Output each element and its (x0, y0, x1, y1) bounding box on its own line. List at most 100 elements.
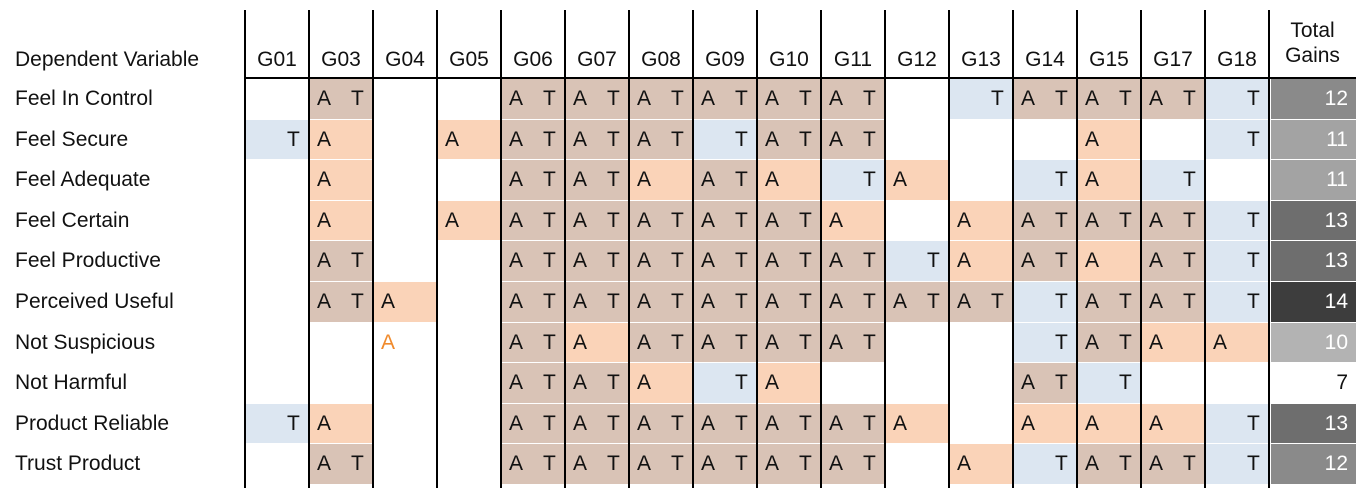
cell-g07 (565, 241, 629, 281)
cell-g05 (437, 323, 501, 363)
code-a: A (637, 452, 652, 476)
code-t: T (1055, 330, 1068, 354)
total-value: 10 (1324, 330, 1348, 354)
code-a: A (765, 411, 780, 435)
total-value: 12 (1324, 452, 1348, 476)
code-t: T (607, 411, 620, 435)
code-t: T (671, 208, 684, 232)
column-divider (1140, 10, 1142, 488)
cell-g12 (885, 403, 949, 444)
cell-g13 (949, 241, 1013, 281)
code-t: T (607, 452, 620, 476)
row-label: Product Reliable (15, 411, 170, 435)
code-a: A (445, 208, 460, 232)
cell-g04 (373, 120, 437, 160)
header-group-g18: G18 (1217, 48, 1257, 71)
code-t: T (799, 127, 812, 151)
cell-g07 (565, 79, 629, 119)
code-t: T (1247, 127, 1260, 151)
code-t: T (1183, 290, 1196, 313)
code-a: A (317, 290, 332, 313)
cell-g04 (373, 363, 437, 403)
row-label: Not Harmful (15, 371, 128, 395)
cell-g09 (693, 160, 757, 200)
header-dependent-variable: Dependent Variable (15, 48, 200, 71)
code-t: T (863, 127, 876, 151)
column-divider (692, 10, 694, 488)
code-a: A (957, 249, 972, 273)
total-cell (1271, 322, 1356, 363)
code-t: T (735, 371, 748, 395)
cell-g13 (949, 160, 1013, 200)
code-a: A (317, 411, 332, 435)
code-a: A (573, 127, 588, 151)
cell-g07 (565, 322, 629, 363)
code-a: A (573, 371, 588, 395)
code-t: T (1055, 290, 1068, 313)
code-t: T (863, 290, 876, 313)
code-a: A (317, 168, 332, 192)
code-a: A (509, 371, 524, 395)
header-total-gains: Total Gains (1285, 19, 1340, 67)
code-t: T (1055, 452, 1068, 476)
total-value: 13 (1324, 411, 1348, 435)
code-a: A (509, 411, 524, 435)
code-t: T (1183, 208, 1196, 232)
cell-g03 (309, 200, 373, 241)
code-a: A (381, 290, 396, 313)
code-a: A (637, 290, 652, 313)
cell-g15 (1077, 160, 1141, 200)
code-t: T (543, 371, 556, 395)
cell-g18 (1205, 403, 1269, 444)
cell-g17 (1141, 120, 1205, 160)
cell-g05 (437, 404, 501, 444)
code-t: T (735, 127, 748, 151)
column-divider (372, 10, 374, 488)
cell-g11 (821, 444, 885, 484)
cell-g08 (629, 200, 693, 241)
cell-g10 (757, 322, 821, 363)
cell-g06 (501, 403, 565, 444)
row-label: Perceived Useful (15, 290, 174, 313)
cell-g05 (437, 119, 501, 160)
code-a: A (381, 330, 396, 354)
cell-g05 (437, 79, 501, 119)
cell-g01 (245, 282, 309, 322)
cell-g12 (885, 241, 949, 281)
cell-g08 (629, 444, 693, 484)
cell-g15 (1077, 322, 1141, 363)
code-a: A (1021, 87, 1036, 110)
code-a: A (1085, 87, 1100, 110)
code-a: A (1085, 411, 1100, 435)
cell-g09 (693, 282, 757, 322)
cell-g11 (821, 403, 885, 444)
header-group-g03: G03 (321, 48, 361, 71)
code-a: A (509, 452, 524, 476)
code-t: T (543, 290, 556, 313)
cell-g12 (885, 323, 949, 363)
code-a: A (573, 452, 588, 476)
header-group-g12: G12 (897, 48, 937, 71)
cell-g04 (373, 160, 437, 200)
code-t: T (671, 249, 684, 273)
cell-g10 (757, 160, 821, 200)
code-a: A (573, 168, 588, 192)
cell-g17 (1141, 282, 1205, 322)
code-t: T (287, 127, 300, 151)
code-a: A (829, 208, 844, 232)
row-label: Feel In Control (15, 87, 153, 110)
code-t: T (735, 290, 748, 313)
code-t: T (543, 330, 556, 354)
code-a: A (573, 87, 588, 110)
header-group-g05: G05 (449, 48, 489, 71)
cell-g04 (373, 282, 437, 322)
code-t: T (543, 168, 556, 192)
code-a: A (1021, 371, 1036, 395)
code-a: A (637, 249, 652, 273)
header-group-g10: G10 (769, 48, 809, 71)
cell-g04 (373, 201, 437, 241)
header-group-g01: G01 (257, 48, 297, 71)
code-t: T (863, 411, 876, 435)
cell-g07 (565, 444, 629, 484)
code-t: T (543, 452, 556, 476)
